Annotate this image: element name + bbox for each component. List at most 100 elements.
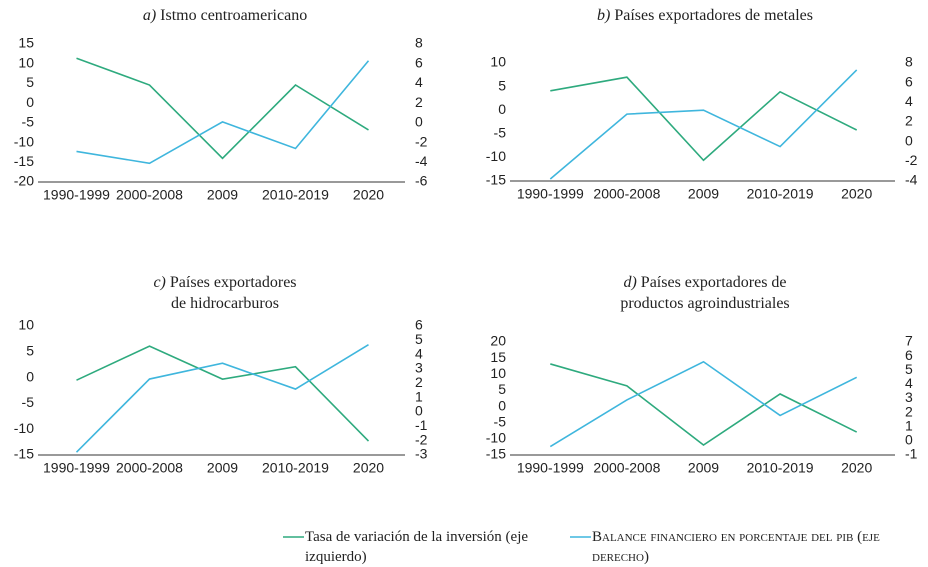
series-line	[549, 360, 858, 448]
x-tick-label: 2010-2019	[747, 460, 814, 476]
y2-tick-label: 5	[415, 331, 423, 347]
y2-tick-label: 6	[415, 317, 423, 333]
y2-tick-label: 0	[905, 432, 913, 448]
x-tick-label: 2000-2008	[593, 460, 660, 476]
y2-tick-label: 8	[905, 54, 913, 70]
chart-title-line: productos agroindustriales	[620, 295, 789, 312]
series-line	[549, 69, 858, 180]
x-tick-label: 2000-2008	[593, 186, 660, 202]
chart-title-line: Países exportadores de	[641, 274, 787, 291]
y-tick-label: -10	[14, 133, 34, 149]
series-line	[550, 363, 858, 446]
y2-tick-label: 2	[415, 94, 423, 110]
series-line	[76, 60, 370, 165]
y2-tick-label: -2	[415, 133, 428, 149]
y2-tick-label: 7	[905, 333, 913, 349]
y2-tick-label: 0	[905, 132, 913, 148]
y-tick-label: 15	[490, 349, 506, 365]
chart-title: de hidrocarburos	[171, 295, 279, 312]
y2-tick-label: 0	[415, 114, 423, 130]
y-tick-label: 20	[490, 333, 506, 349]
y-tick-label: 15	[18, 35, 34, 51]
panel-label: d)	[623, 274, 636, 291]
y-tick-label: 5	[26, 343, 34, 359]
chart-title: c) Países exportadores	[153, 274, 296, 291]
x-tick-label: 2020	[353, 187, 384, 203]
y2-tick-label: 8	[415, 35, 423, 51]
y2-tick-label: 1	[905, 417, 913, 433]
y2-tick-label: 1	[415, 388, 423, 404]
y2-tick-label: -4	[415, 153, 428, 169]
y-tick-label: 10	[490, 54, 506, 70]
x-tick-label: 2020	[841, 186, 872, 202]
chart-title-line: Istmo centroamericano	[160, 7, 307, 24]
y-tick-label: -5	[494, 125, 507, 141]
y-tick-label: -15	[486, 172, 506, 188]
x-tick-label: 2010-2019	[747, 186, 814, 202]
y2-tick-label: 6	[905, 347, 913, 363]
y2-tick-label: -6	[415, 173, 428, 189]
x-tick-label: 2010-2019	[262, 187, 329, 203]
series-line	[75, 343, 369, 453]
y-tick-label: -15	[14, 153, 34, 169]
chart-title: productos agroindustriales	[620, 295, 789, 312]
y-tick-label: 0	[498, 101, 506, 117]
chart-title: a) Istmo centroamericano	[143, 7, 307, 24]
chart-title-line: Países exportadores de metales	[614, 7, 813, 24]
y2-tick-label: -2	[415, 431, 428, 447]
x-tick-label: 2009	[688, 186, 719, 202]
y2-tick-label: 5	[905, 361, 913, 377]
y2-tick-label: 4	[905, 93, 913, 109]
y-tick-label: -10	[486, 148, 506, 164]
y2-tick-label: 4	[415, 345, 423, 361]
x-tick-label: 2009	[207, 187, 238, 203]
chart-title-line: Países exportadores	[170, 274, 297, 291]
y-tick-label: -15	[14, 446, 34, 462]
panel-label: a)	[143, 7, 156, 24]
y-tick-label: 0	[498, 397, 506, 413]
chart-title-line: de hidrocarburos	[171, 295, 279, 312]
y-tick-label: 5	[26, 74, 34, 90]
y2-tick-label: -1	[415, 417, 428, 433]
panel-label: c)	[153, 274, 165, 291]
x-tick-label: 2000-2008	[116, 460, 183, 476]
y-tick-label: 5	[498, 77, 506, 93]
x-tick-label: 1990-1999	[517, 460, 584, 476]
y2-tick-label: 3	[415, 360, 423, 376]
legend-label: Balance financiero en porcentaje del pib…	[592, 529, 880, 565]
x-tick-label: 2010-2019	[262, 460, 329, 476]
y2-tick-label: -3	[415, 446, 428, 462]
x-tick-label: 2000-2008	[116, 187, 183, 203]
y2-tick-label: 6	[905, 73, 913, 89]
chart-title: d) Países exportadores de	[623, 274, 786, 291]
y2-tick-label: 2	[415, 374, 423, 390]
y-tick-label: 10	[490, 365, 506, 381]
y2-tick-label: 4	[415, 74, 423, 90]
x-tick-label: 1990-1999	[517, 186, 584, 202]
y2-tick-label: -2	[905, 152, 918, 168]
x-tick-label: 2020	[841, 460, 872, 476]
x-tick-label: 1990-1999	[43, 460, 110, 476]
panel-label: b)	[597, 7, 610, 24]
y-tick-label: -20	[14, 173, 34, 189]
y-tick-label: 10	[18, 54, 34, 70]
y-tick-label: 10	[18, 317, 34, 333]
y2-tick-label: 2	[905, 403, 913, 419]
y-tick-label: 5	[498, 381, 506, 397]
chart-title: b) Países exportadores de metales	[597, 7, 813, 24]
x-tick-label: 1990-1999	[43, 187, 110, 203]
y-tick-label: -5	[22, 114, 35, 130]
y-tick-label: -5	[494, 413, 507, 429]
legend-label: Tasa de variación de la inversión (eje i…	[305, 529, 529, 565]
y-tick-label: 0	[26, 368, 34, 384]
y2-tick-label: -4	[905, 172, 918, 188]
series-line	[76, 57, 369, 160]
x-tick-label: 2009	[688, 460, 719, 476]
y-tick-label: -5	[22, 394, 35, 410]
y2-tick-label: 2	[905, 113, 913, 129]
series-line	[550, 76, 858, 162]
y-tick-label: -10	[14, 420, 34, 436]
y2-tick-label: 4	[905, 375, 913, 391]
